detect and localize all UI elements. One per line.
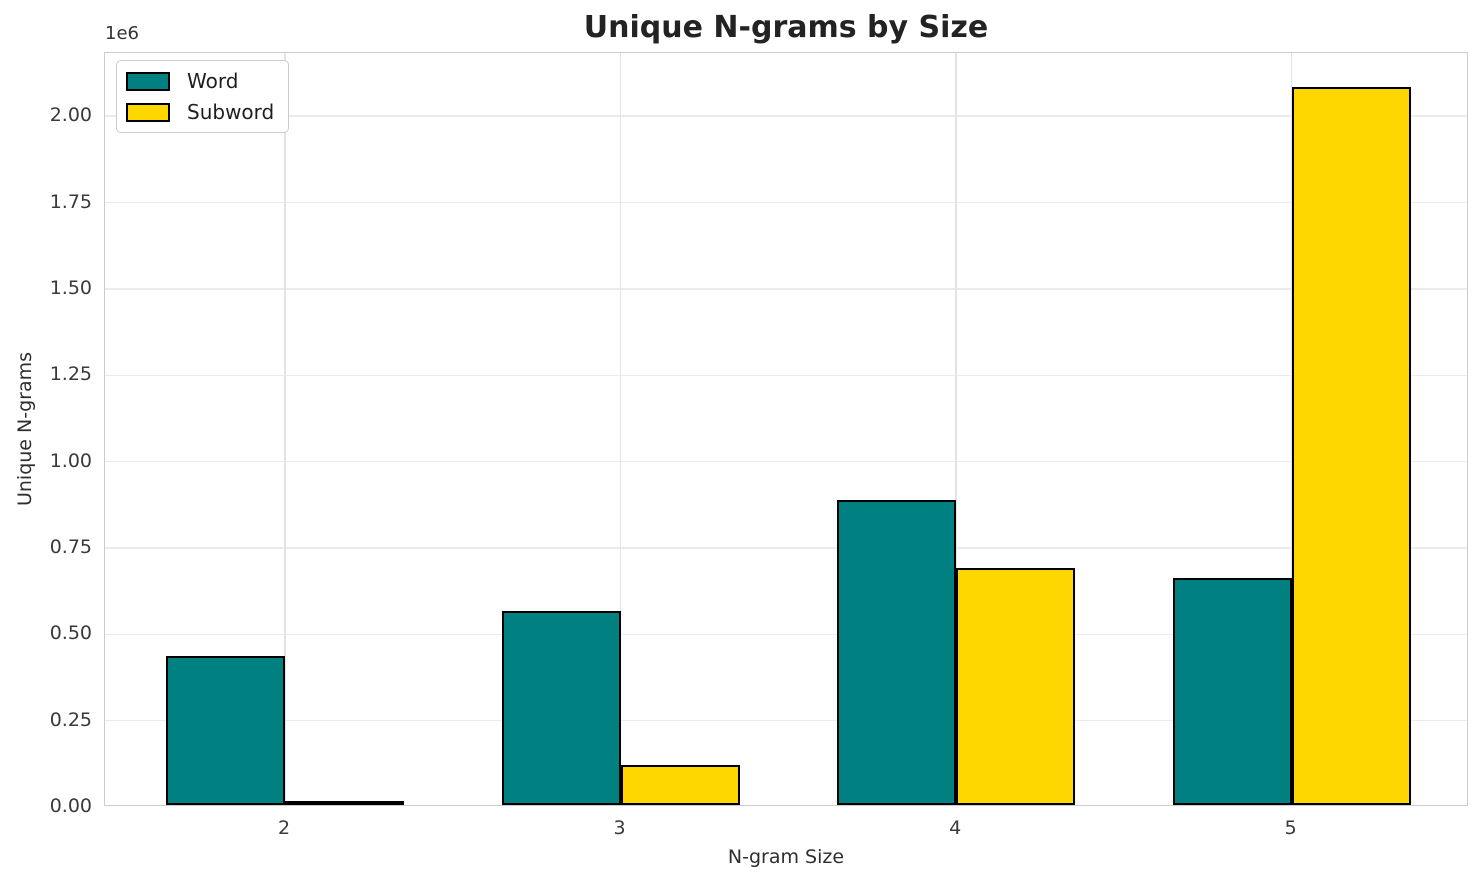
x-tick-label: 5 (1284, 817, 1297, 839)
y-tick-label: 0.50 (49, 622, 92, 645)
gridline-vertical (619, 53, 622, 805)
gridline-vertical (284, 53, 286, 805)
bar-word-3 (501, 610, 621, 805)
bar-subword-4 (956, 568, 1076, 805)
x-axis-label: N-gram Size (727, 846, 845, 868)
bar-word-5 (1172, 578, 1292, 805)
x-tick-label: 3 (613, 817, 626, 839)
gridline-horizontal (105, 633, 1467, 636)
plot-area: Word Subword (104, 52, 1468, 806)
bar-word-4 (837, 500, 957, 805)
y-tick-label: 0.00 (49, 795, 92, 817)
legend-item-word: Word (126, 69, 274, 93)
y-tick-label: 1.25 (49, 363, 92, 386)
bar-subword-2 (285, 800, 404, 805)
bar-word-2 (166, 656, 286, 805)
legend-swatch-word (126, 71, 170, 91)
y-tick-label: 0.75 (49, 535, 92, 558)
gridline-horizontal (105, 460, 1467, 463)
x-tick-label: 4 (949, 817, 962, 839)
bar-subword-3 (620, 764, 740, 805)
y-tick-label: 1.50 (49, 276, 92, 299)
gridline-horizontal (105, 201, 1467, 204)
y-tick-label: 1.75 (49, 190, 92, 213)
gridline-horizontal (105, 374, 1467, 376)
gridline-horizontal (105, 719, 1467, 722)
y-tick-label: 2.00 (49, 104, 92, 127)
gridline-horizontal (105, 547, 1467, 549)
legend: Word Subword (116, 60, 290, 133)
legend-swatch-subword (126, 102, 170, 122)
bar-subword-5 (1291, 86, 1411, 805)
legend-item-subword: Subword (126, 100, 274, 124)
y-axis-offset-label: 1e6 (105, 23, 139, 44)
x-tick-label: 2 (278, 817, 291, 839)
chart-title: Unique N-grams by Size (583, 10, 989, 45)
legend-label-word: Word (187, 69, 239, 93)
legend-label-subword: Subword (187, 100, 275, 124)
gridline-horizontal (105, 288, 1467, 290)
gridline-vertical (955, 53, 957, 805)
gridline-horizontal (105, 115, 1467, 117)
y-tick-label: 0.25 (49, 708, 92, 731)
y-tick-label: 1.00 (49, 449, 92, 472)
